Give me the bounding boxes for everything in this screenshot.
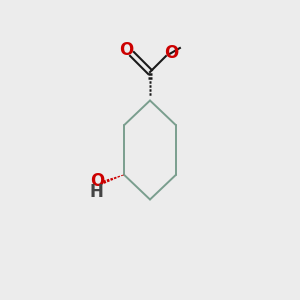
Text: O: O [164, 44, 178, 62]
Text: O: O [119, 41, 134, 59]
Text: O: O [90, 172, 104, 190]
Text: H: H [90, 183, 104, 201]
